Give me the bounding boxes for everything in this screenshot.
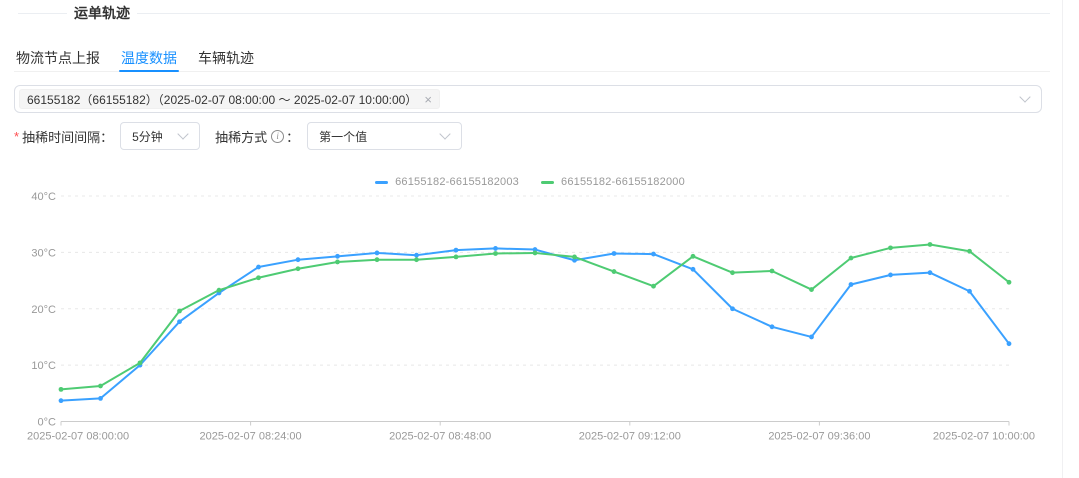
y-axis-labels: 0°C 10°C 20°C 30°C 40°C [31, 191, 56, 429]
divider-line [18, 12, 67, 14]
legend-line-icon [541, 180, 554, 184]
svg-text:2025-02-07 08:48:00: 2025-02-07 08:48:00 [389, 431, 491, 443]
tag-remove-icon[interactable]: × [424, 91, 432, 107]
chevron-down-icon [179, 130, 187, 138]
interval-label: 抽稀时间间隔： [22, 129, 114, 145]
page-title: 运单轨迹 [74, 5, 130, 21]
svg-text:2025-02-07 10:00:00: 2025-02-07 10:00:00 [933, 431, 1035, 443]
svg-text:2025-02-07 09:12:00: 2025-02-07 09:12:00 [579, 431, 681, 443]
divider-line [137, 12, 1050, 14]
tab-bar: 物流节点上报 温度数据 车辆轨迹 [14, 44, 1050, 72]
x-axis-labels: 2025-02-07 08:00:00 2025-02-07 08:24:00 20… [27, 421, 1035, 443]
svg-text:2025-02-07 08:00:00: 2025-02-07 08:00:00 [27, 431, 129, 443]
legend-line-icon [375, 180, 389, 184]
svg-text:10°C: 10°C [31, 360, 56, 372]
selected-device-tag-label: 66155182（66155182）（2025-02-07 08:00:00 ～… [27, 92, 418, 107]
interval-select[interactable]: 5分钟 [120, 122, 201, 150]
chevron-down-icon [441, 130, 449, 138]
svg-text:0°C: 0°C [38, 417, 57, 429]
device-multiselect[interactable]: 66155182（66155182）（2025-02-07 08:00:00 ～… [14, 85, 1042, 113]
legend-item-series-000[interactable]: 66155182-66155182000 [541, 176, 685, 188]
svg-text:2025-02-07 09:36:00: 2025-02-07 09:36:00 [768, 431, 870, 443]
tab-logistics-node-report[interactable]: 物流节点上报 [16, 50, 100, 66]
section-divider-header: 运单轨迹 [18, 5, 1050, 21]
legend-label: 66155182-66155182000 [561, 176, 685, 188]
selected-device-tag: 66155182（66155182）（2025-02-07 08:00:00 ～… [19, 89, 440, 109]
svg-text:20°C: 20°C [31, 304, 56, 316]
svg-text:40°C: 40°C [31, 191, 56, 203]
interval-select-value: 5分钟 [132, 129, 163, 144]
svg-text:2025-02-07 08:24:00: 2025-02-07 08:24:00 [200, 431, 302, 443]
tab-vehicle-trajectory[interactable]: 车辆轨迹 [198, 50, 254, 66]
series-66155182-66155182000[interactable] [58, 242, 1012, 392]
method-label-colon: ： [286, 129, 300, 145]
method-select-value: 第一个值 [319, 129, 368, 144]
chart-legend: 66155182-66155182003 66155182-6615518200… [0, 176, 1060, 188]
filter-row: * 抽稀时间间隔： 5分钟 抽稀方式 ： 第一个值 [14, 122, 463, 150]
svg-text:30°C: 30°C [31, 247, 56, 259]
legend-label: 66155182-66155182003 [395, 176, 519, 188]
temperature-chart[interactable]: 66155182-66155182003 66155182-6615518200… [0, 168, 1060, 458]
method-label: 抽稀方式 [215, 129, 268, 145]
info-icon[interactable] [271, 129, 285, 143]
required-asterisk: * [14, 128, 20, 144]
tab-temperature-data[interactable]: 温度数据 [119, 44, 179, 72]
legend-item-series-003[interactable]: 66155182-66155182003 [375, 176, 519, 188]
method-select[interactable]: 第一个值 [307, 122, 463, 150]
series-66155182-66155182003[interactable] [58, 246, 1012, 404]
page-right-border [1062, 0, 1063, 478]
chevron-down-icon [1021, 93, 1029, 101]
